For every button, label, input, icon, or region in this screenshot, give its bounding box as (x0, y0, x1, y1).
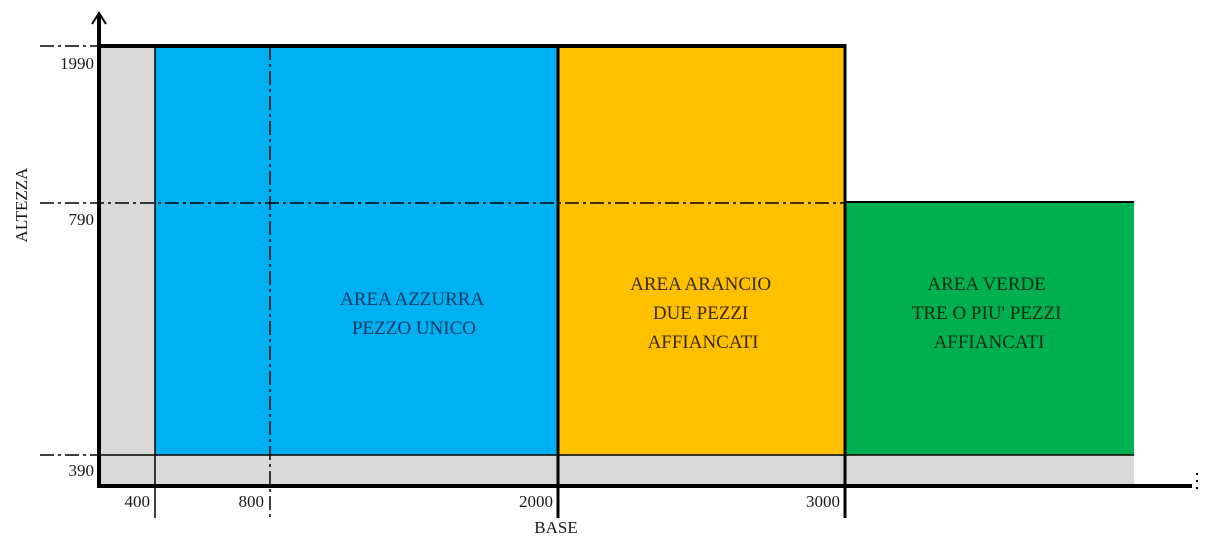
x-tick-2000: 2000 (519, 492, 553, 511)
orange-area-label-line-3: AFFIANCATI (648, 332, 759, 353)
green-area-label-line-2: TRE O PIU' PEZZI (912, 303, 1062, 324)
y-tick-390: 390 (69, 461, 95, 480)
y-tick-790: 790 (69, 210, 95, 229)
x-axis-end-marks-icon (1196, 473, 1198, 489)
green-area-label-line-1: AREA VERDE (927, 274, 1045, 295)
blue-area (155, 46, 558, 455)
orange-area (558, 46, 845, 455)
blue-area-label: AREA AZZURRA PEZZO UNICO (340, 289, 488, 339)
orange-area-label: AREA ARANCIO DUE PEZZI AFFIANCATI (630, 274, 776, 353)
green-area (845, 203, 1134, 455)
x-tick-400: 400 (125, 492, 151, 511)
blue-area-label-line-1: AREA AZZURRA (340, 289, 484, 310)
x-tick-3000: 3000 (806, 492, 840, 511)
x-axis-title: BASE (534, 518, 577, 537)
orange-area-label-line-1: AREA ARANCIO (630, 274, 771, 295)
green-area-label: AREA VERDE TRE O PIU' PEZZI AFFIANCATI (912, 274, 1066, 353)
x-tick-800: 800 (239, 492, 265, 511)
grey-left-band (99, 46, 155, 486)
green-area-label-line-3: AFFIANCATI (934, 332, 1045, 353)
y-tick-1990: 1990 (60, 54, 94, 73)
blue-area-label-line-2: PEZZO UNICO (352, 318, 476, 339)
y-axis-arrow-icon (91, 11, 107, 25)
grey-bottom-band (99, 455, 1134, 486)
y-axis-title: ALTEZZA (12, 167, 31, 243)
orange-area-label-line-2: DUE PEZZI (653, 303, 749, 324)
